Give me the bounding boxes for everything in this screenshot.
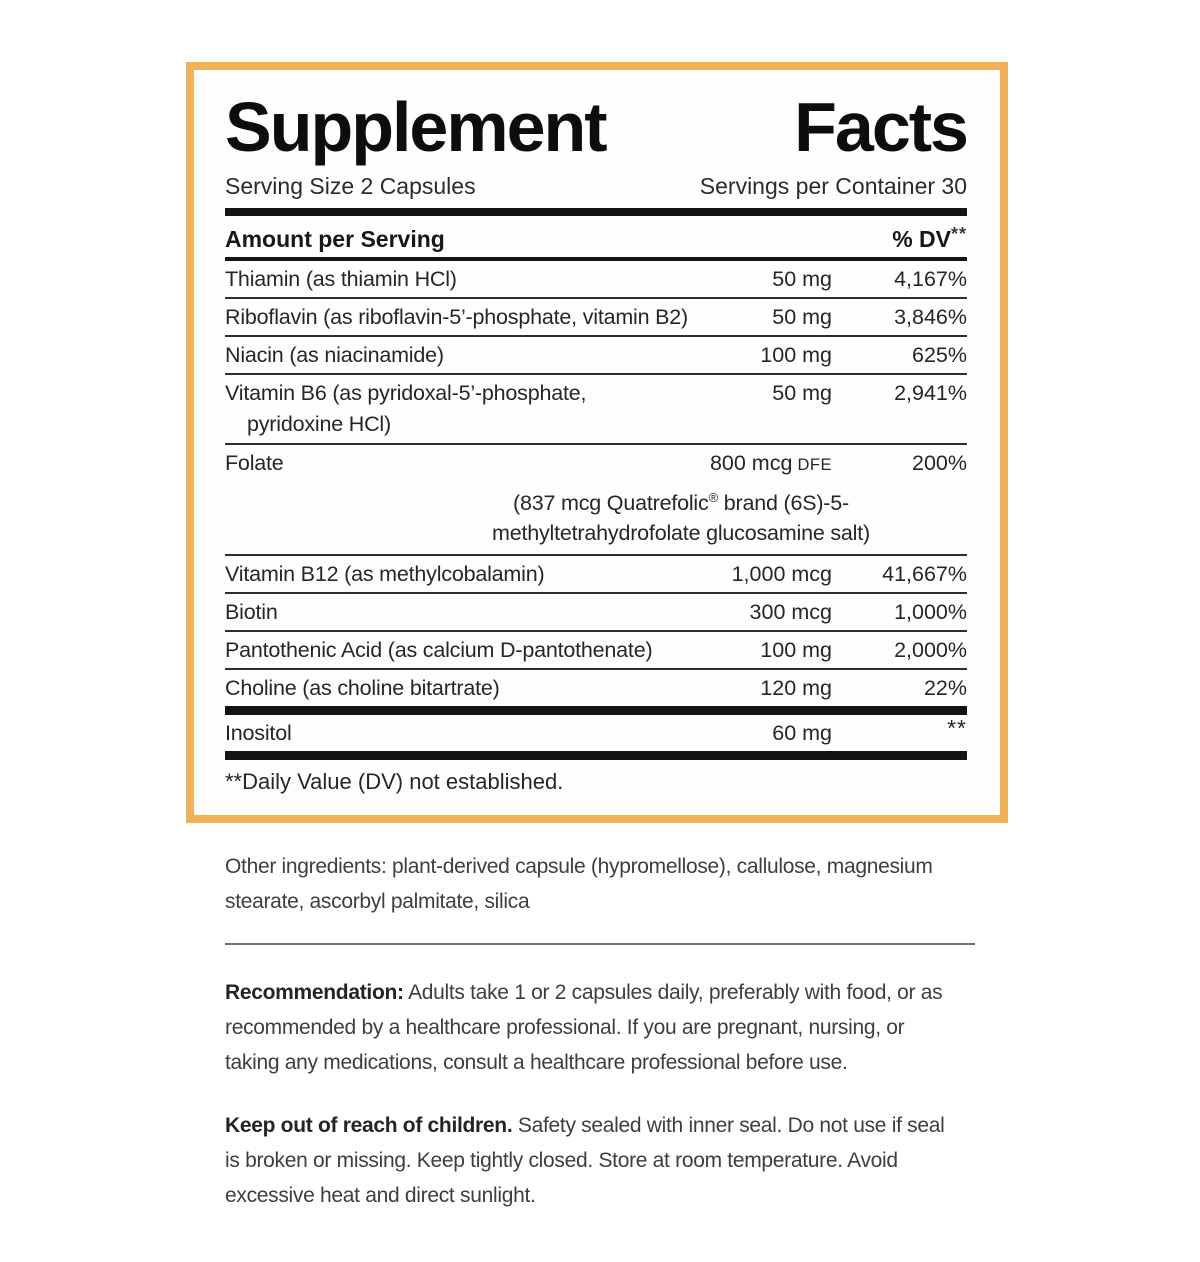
ingredient-name: Niacin (as niacinamide) (225, 343, 444, 367)
serving-info-row: Serving Size 2 Capsules Servings per Con… (225, 172, 967, 200)
ingredient-name: Vitamin B6 (as pyridoxal-5’-phosphate, py… (225, 375, 714, 443)
percent-dv-header: % DV** (892, 224, 967, 252)
recommendation-paragraph: Recommendation: Adults take 1 or 2 capsu… (225, 975, 980, 1080)
ingredient-name: Folate (225, 451, 284, 475)
ingredient-name: Inositol (225, 721, 292, 745)
fact-row: Choline (as choline bitartrate) 120 mg 22% (225, 668, 967, 706)
caution-line: Keep out of reach of children. Safety se… (225, 1114, 945, 1137)
ingredient-amount: 50 mg (772, 305, 832, 329)
medium-rule-header (225, 257, 967, 261)
ingredient-dv: 22% (923, 676, 967, 700)
fact-row: Inositol 60 mg ** (225, 706, 967, 760)
fact-row: Vitamin B12 (as methylcobalamin) 1,000 mc… (225, 554, 967, 592)
dv-footnote: **Daily Value (DV) not established. (225, 769, 564, 794)
ingredient-detail-line: methyltetrahydrofolate glucosamine salt) (492, 521, 870, 545)
fact-row: Biotin 300 mcg 1,000% (225, 592, 967, 630)
ingredient-dv: ** (947, 715, 967, 741)
ingredient-dv: 2,000% (894, 638, 967, 662)
section-divider (225, 943, 975, 945)
ingredient-name: Biotin (225, 600, 278, 624)
registered-trademark-symbol: ® (708, 490, 719, 505)
amount-unit-suffix: DFE (792, 456, 832, 474)
ingredient-amount: 800 mcg DFE (709, 451, 832, 475)
thick-rule-top (225, 208, 967, 216)
amount-per-serving-header: Amount per Serving (225, 226, 445, 252)
ingredient-name: Thiamin (as thiamin HCl) (225, 267, 457, 291)
caution-paragraph: Keep out of reach of children. Safety se… (225, 1108, 980, 1213)
ingredient-amount: 300 mcg (749, 600, 832, 624)
panel-title: Supplement Facts (225, 88, 969, 166)
ingredient-amount: 50 mg (772, 267, 832, 291)
ingredient-detail-line: (837 mcg Quatrefolic® brand (6S)-5- (513, 490, 849, 515)
other-ingredients-line: stearate, ascorbyl palmitate, silica (225, 890, 530, 913)
ingredient-name: Choline (as choline bitartrate) (225, 676, 500, 700)
ingredient-name: Vitamin B12 (as methylcobalamin) (225, 562, 545, 586)
table-header-row: Amount per Serving % DV** (225, 216, 967, 257)
ingredient-amount: 50 mg (772, 381, 832, 405)
caution-line: excessive heat and direct sunlight. (225, 1184, 536, 1207)
ingredient-amount: 100 mg (760, 343, 832, 367)
ingredient-dv: 2,941% (894, 381, 967, 405)
recommendation-line: Recommendation: Adults take 1 or 2 capsu… (225, 981, 943, 1004)
ingredient-dv: 4,167% (894, 267, 967, 291)
serving-size: Serving Size 2 Capsules (225, 173, 476, 199)
fact-row: Riboflavin (as riboflavin-5’-phosphate, … (225, 297, 967, 335)
ingredient-amount: 60 mg (772, 721, 832, 745)
fact-row: Thiamin (as thiamin HCl) 50 mg 4,167% (225, 261, 967, 297)
ingredient-amount: 1,000 mcg (731, 562, 832, 586)
ingredient-dv: 625% (912, 343, 967, 367)
ingredient-name: Pantothenic Acid (as calcium D-pantothen… (225, 638, 653, 662)
ingredient-dv: 1,000% (894, 600, 967, 624)
facts-rows: Thiamin (as thiamin HCl) 50 mg 4,167% Ribof… (225, 261, 967, 760)
panel-title-word-2: Facts (794, 88, 969, 166)
ingredient-dv: 41,667% (882, 562, 967, 586)
fact-row: Niacin (as niacinamide) 100 mg 625% (225, 335, 967, 373)
ingredient-name: Riboflavin (as riboflavin-5’-phosphate, … (225, 305, 689, 329)
supplement-facts-panel: Supplement Facts Serving Size 2 Capsules… (186, 62, 1008, 823)
panel-title-word-1: Supplement (225, 88, 608, 166)
recommendation-label: Recommendation: (225, 981, 404, 1004)
fact-row: Pantothenic Acid (as calcium D-pantothen… (225, 630, 967, 668)
ingredient-name-continued: pyridoxine HCl) (247, 412, 391, 436)
ingredient-amount: 120 mg (760, 676, 832, 700)
fact-row: Vitamin B6 (as pyridoxal-5’-phosphate, py… (225, 373, 967, 443)
ingredient-dv: 3,846% (894, 305, 967, 329)
fact-row: Folate 800 mcg DFE 200% (837 mcg Quatrefoli… (225, 443, 967, 554)
keep-out-of-reach-label: Keep out of reach of children. (225, 1114, 513, 1137)
ingredient-dv: 200% (912, 451, 967, 475)
ingredient-detail: (837 mcg Quatrefolic® brand (6S)-5- methy… (225, 483, 967, 554)
recommendation-line: taking any medications, consult a health… (225, 1051, 848, 1074)
other-ingredients-line: Other ingredients: plant-derived capsule… (225, 855, 933, 878)
recommendation-line: recommended by a healthcare professional… (225, 1016, 905, 1039)
ingredient-amount: 100 mg (760, 638, 832, 662)
other-ingredients-paragraph: Other ingredients: plant-derived capsule… (225, 849, 980, 919)
caution-line: is broken or missing. Keep tightly close… (225, 1149, 898, 1172)
servings-per-container: Servings per Container 30 (699, 173, 967, 199)
dv-asterisks: ** (950, 224, 967, 244)
